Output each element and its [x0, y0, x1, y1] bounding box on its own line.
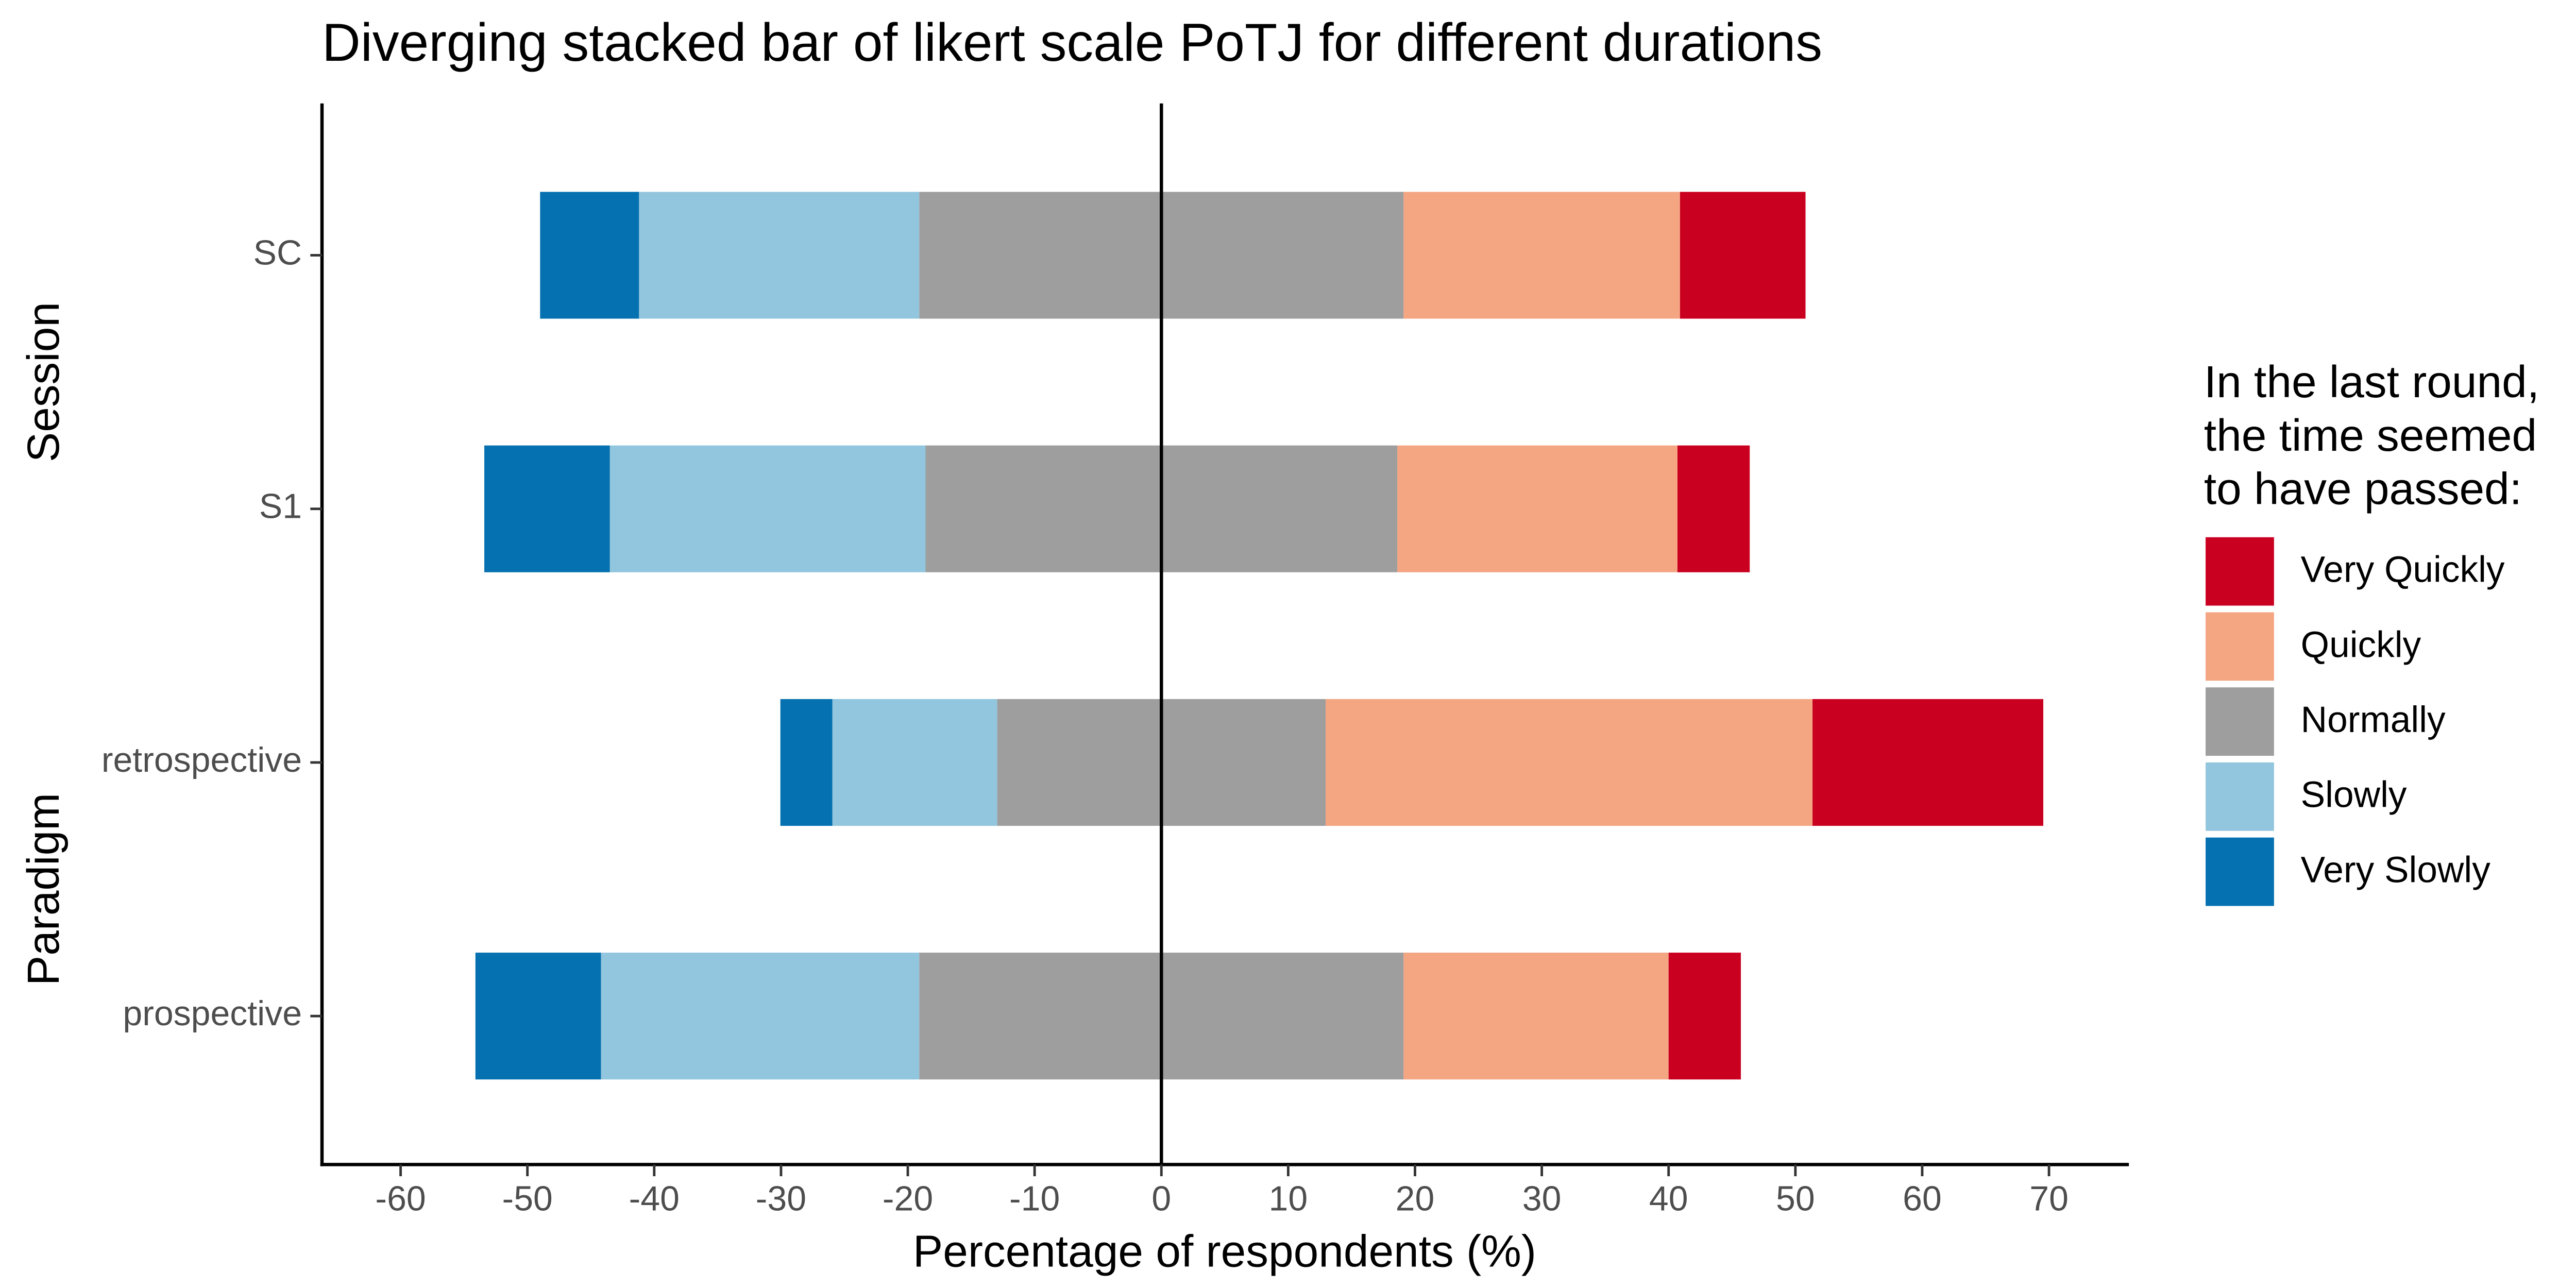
bar-segment	[484, 445, 610, 572]
legend-key	[2206, 837, 2274, 906]
x-tick-label: -50	[502, 1179, 553, 1218]
bar-segment	[639, 192, 920, 319]
x-tick-label: 70	[2029, 1179, 2069, 1218]
bar-segment	[475, 953, 601, 1080]
bar-segment	[1325, 699, 1813, 826]
bar-segment	[1403, 192, 1680, 319]
x-tick-label: -30	[756, 1179, 806, 1218]
x-tick-label: 20	[1396, 1179, 1435, 1218]
bar-segment	[540, 192, 639, 319]
legend-label: Normally	[2301, 700, 2446, 740]
legend-label: Very Slowly	[2301, 850, 2491, 890]
bar-segment	[1812, 699, 2043, 826]
x-tick-label: 50	[1776, 1179, 1815, 1218]
y-tick-label: S1	[259, 487, 302, 526]
group-label: Session	[18, 302, 69, 462]
legend-key	[2206, 537, 2274, 606]
y-tick-label: SC	[253, 233, 302, 272]
bar-segment	[1677, 445, 1750, 572]
x-tick-label: -20	[883, 1179, 933, 1218]
legend-key	[2206, 687, 2274, 756]
x-tick-label: 30	[1522, 1179, 1562, 1218]
legend-label: Very Quickly	[2301, 550, 2505, 590]
x-tick-label: -10	[1009, 1179, 1060, 1218]
x-tick-label: -40	[629, 1179, 680, 1218]
bar-segment	[601, 953, 920, 1080]
bar-segment	[1397, 445, 1677, 572]
y-tick-label: retrospective	[101, 740, 302, 779]
legend-title: the time seemed	[2204, 410, 2537, 461]
x-tick-label: 60	[1903, 1179, 1942, 1218]
y-tick-label: prospective	[123, 994, 302, 1033]
bar-segment	[609, 445, 926, 572]
group-label: Paradigm	[18, 793, 69, 986]
legend-title: to have passed:	[2204, 463, 2522, 514]
legend-key	[2206, 762, 2274, 831]
bar-segment	[1403, 953, 1669, 1080]
x-tick-label: 10	[1269, 1179, 1308, 1218]
legend-label: Quickly	[2301, 624, 2421, 665]
legend-label: Slowly	[2301, 775, 2407, 816]
chart-title: Diverging stacked bar of likert scale Po…	[322, 12, 1822, 72]
x-tick-label: 0	[1151, 1179, 1171, 1218]
x-axis-label: Percentage of respondents (%)	[913, 1226, 1536, 1276]
bar-segment	[1680, 192, 1806, 319]
bar-segment	[780, 699, 833, 826]
x-tick-label: 40	[1649, 1179, 1688, 1218]
legend-title: In the last round,	[2204, 357, 2539, 407]
legend-key	[2206, 612, 2274, 681]
x-tick-label: -60	[375, 1179, 426, 1218]
bar-segment	[1668, 953, 1741, 1080]
bar-segment	[832, 699, 997, 826]
